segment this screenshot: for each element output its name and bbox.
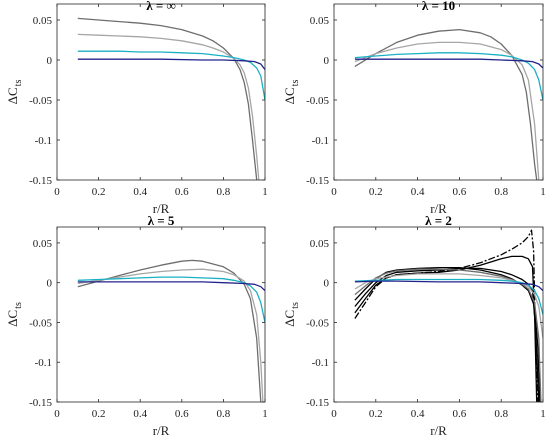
x-axis-label: r/R	[153, 201, 170, 216]
y-tick-label: -0.1	[35, 135, 52, 147]
x-tick-label: 0	[331, 186, 337, 198]
x-tick-label: 0	[331, 408, 337, 420]
x-tick-label: 0.4	[411, 408, 425, 420]
y-tick-label: -0.15	[29, 175, 52, 187]
x-tick-label: 0	[54, 186, 60, 198]
y-tick-label: -0.05	[306, 95, 329, 107]
x-tick-label: 1	[262, 408, 268, 420]
y-tick-label: -0.05	[29, 95, 52, 107]
x-tick-label: 0.6	[453, 408, 467, 420]
series-line	[77, 58, 265, 70]
x-tick-label: 0.2	[369, 408, 383, 420]
series-line	[354, 280, 543, 292]
y-tick-label: -0.15	[306, 397, 329, 409]
y-tick-label: 0.05	[310, 15, 330, 27]
y-tick-label: 0.05	[33, 238, 53, 250]
chart-title: λ = 2	[425, 213, 452, 228]
y-axis-label: ΔCts	[282, 302, 301, 327]
x-tick-label: 0.8	[494, 408, 508, 420]
y-tick-label: 0	[324, 278, 330, 290]
series-line	[77, 276, 265, 323]
y-tick-label: -0.05	[29, 317, 52, 329]
x-axis-label: r/R	[153, 423, 170, 438]
series-line	[354, 58, 543, 69]
x-tick-label: 0	[54, 408, 60, 420]
y-tick-label: -0.15	[29, 397, 52, 409]
x-tick-label: 1	[540, 186, 546, 198]
y-tick-label: 0	[47, 278, 53, 290]
y-tick-label: 0	[324, 55, 330, 67]
y-tick-label: -0.1	[312, 357, 329, 369]
series-line	[77, 259, 262, 402]
y-axis-label: ΔCts	[282, 80, 301, 105]
x-tick-label: 0.8	[217, 186, 231, 198]
y-tick-label: 0.05	[33, 15, 53, 27]
y-tick-label: -0.15	[306, 175, 329, 187]
axes-box	[56, 3, 266, 181]
chart-panel: 0 0.2 0.4 0.6 0.8 1 0.05 0 -0.05 -0.1 -0.15 λ = 2 r/…	[282, 213, 546, 438]
y-axis-label: ΔCts	[5, 302, 24, 327]
series-line	[354, 266, 541, 402]
series-line	[354, 28, 538, 180]
y-tick-label: -0.05	[306, 317, 329, 329]
series-line	[77, 281, 265, 292]
chart-panel: 0 0.2 0.4 0.6 0.8 1 0.05 0 -0.05 -0.1 -0.15 λ = ∞ r/…	[5, 0, 268, 216]
x-axis-label: r/R	[430, 201, 447, 216]
series-line	[77, 50, 265, 101]
y-tick-label: -0.1	[35, 357, 52, 369]
series-line	[77, 17, 258, 180]
x-tick-label: 0.2	[92, 408, 106, 420]
axes-box	[333, 226, 544, 403]
chart-title: λ = ∞	[146, 0, 176, 13]
series-line	[354, 273, 543, 339]
x-tick-label: 0.6	[175, 408, 189, 420]
series-line	[354, 268, 542, 402]
chart-panel: 0 0.2 0.4 0.6 0.8 1 0.05 0 -0.05 -0.1 -0.15 λ = 5 r/…	[5, 213, 268, 438]
chart-panel: 0 0.2 0.4 0.6 0.8 1 0.05 0 -0.05 -0.1 -0.15 λ = 10 r…	[282, 0, 546, 216]
x-axis-label: r/R	[430, 423, 447, 438]
x-tick-label: 0.2	[92, 186, 106, 198]
series-line	[354, 229, 539, 402]
y-axis-label: ΔCts	[5, 80, 24, 105]
y-tick-label: 0.05	[310, 238, 330, 250]
axes-box	[56, 226, 266, 403]
axes-box	[333, 3, 544, 181]
x-tick-label: 0.8	[217, 408, 231, 420]
series-line	[354, 267, 540, 402]
x-tick-label: 1	[540, 408, 546, 420]
x-tick-label: 0.4	[133, 408, 147, 420]
series-line	[354, 52, 543, 101]
series-line	[77, 33, 260, 180]
x-tick-label: 0.6	[453, 186, 467, 198]
x-tick-label: 0.4	[133, 186, 147, 198]
chart-title: λ = 10	[422, 0, 455, 13]
chart-title: λ = 5	[148, 213, 175, 228]
x-tick-label: 0.8	[494, 186, 508, 198]
series-line	[354, 41, 540, 180]
x-tick-label: 0.2	[369, 186, 383, 198]
x-tick-label: 1	[262, 186, 268, 198]
series-line	[354, 278, 543, 315]
y-tick-label: 0	[47, 55, 53, 67]
x-tick-label: 0.4	[411, 186, 425, 198]
y-tick-label: -0.1	[312, 135, 329, 147]
x-tick-label: 0.6	[175, 186, 189, 198]
series-line	[77, 268, 264, 402]
